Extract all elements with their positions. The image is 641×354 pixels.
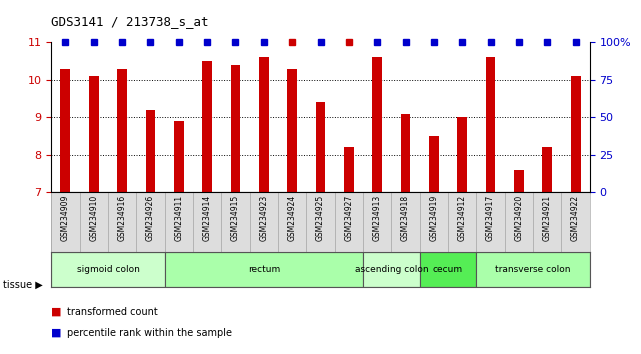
Text: ■: ■ (51, 307, 65, 316)
Bar (306, 192, 335, 252)
Bar (202, 61, 212, 192)
Bar (476, 192, 504, 252)
Bar (457, 117, 467, 192)
Bar (165, 252, 363, 287)
Bar (249, 192, 278, 252)
Bar (514, 170, 524, 192)
Bar (562, 192, 590, 252)
Text: GSM234909: GSM234909 (61, 195, 70, 241)
Bar (392, 192, 420, 252)
Bar (420, 252, 476, 287)
Text: GSM234923: GSM234923 (260, 195, 269, 241)
Bar (486, 57, 495, 192)
Bar (231, 65, 240, 192)
Bar (89, 76, 99, 192)
Text: cecum: cecum (433, 265, 463, 274)
Text: GDS3141 / 213738_s_at: GDS3141 / 213738_s_at (51, 15, 209, 28)
Bar (344, 147, 354, 192)
Bar (146, 110, 155, 192)
Text: tissue ▶: tissue ▶ (3, 280, 43, 290)
Text: sigmoid colon: sigmoid colon (76, 265, 139, 274)
Bar (448, 192, 476, 252)
Bar (137, 192, 165, 252)
Bar (51, 192, 79, 252)
Bar (315, 102, 326, 192)
Text: GSM234910: GSM234910 (89, 195, 98, 241)
Bar (372, 57, 382, 192)
Bar (221, 192, 249, 252)
Text: rectum: rectum (247, 265, 280, 274)
Bar (533, 192, 562, 252)
Text: GSM234927: GSM234927 (344, 195, 353, 241)
Text: GSM234916: GSM234916 (118, 195, 127, 241)
Bar (193, 192, 221, 252)
Bar (60, 69, 71, 192)
Bar (79, 192, 108, 252)
Bar (165, 192, 193, 252)
Text: GSM234920: GSM234920 (514, 195, 523, 241)
Text: GSM234922: GSM234922 (571, 195, 580, 241)
Text: GSM234914: GSM234914 (203, 195, 212, 241)
Text: transverse colon: transverse colon (495, 265, 570, 274)
Text: GSM234917: GSM234917 (486, 195, 495, 241)
Bar (504, 192, 533, 252)
Text: GSM234913: GSM234913 (372, 195, 381, 241)
Text: ascending colon: ascending colon (354, 265, 428, 274)
Bar (363, 192, 392, 252)
Text: GSM234921: GSM234921 (543, 195, 552, 241)
Bar (570, 76, 581, 192)
Text: GSM234919: GSM234919 (429, 195, 438, 241)
Bar (542, 147, 552, 192)
Bar (117, 69, 127, 192)
Bar (51, 252, 165, 287)
Text: GSM234912: GSM234912 (458, 195, 467, 241)
Text: GSM234915: GSM234915 (231, 195, 240, 241)
Bar (259, 57, 269, 192)
Bar (363, 252, 420, 287)
Bar (429, 136, 439, 192)
Bar (401, 114, 410, 192)
Bar (335, 192, 363, 252)
Text: GSM234926: GSM234926 (146, 195, 155, 241)
Text: GSM234918: GSM234918 (401, 195, 410, 241)
Text: GSM234924: GSM234924 (288, 195, 297, 241)
Bar (174, 121, 184, 192)
Text: ■: ■ (51, 328, 65, 338)
Bar (278, 192, 306, 252)
Bar (476, 252, 590, 287)
Text: transformed count: transformed count (67, 307, 158, 316)
Text: percentile rank within the sample: percentile rank within the sample (67, 328, 232, 338)
Text: GSM234925: GSM234925 (316, 195, 325, 241)
Text: GSM234911: GSM234911 (174, 195, 183, 241)
Bar (287, 69, 297, 192)
Bar (108, 192, 137, 252)
Bar (420, 192, 448, 252)
